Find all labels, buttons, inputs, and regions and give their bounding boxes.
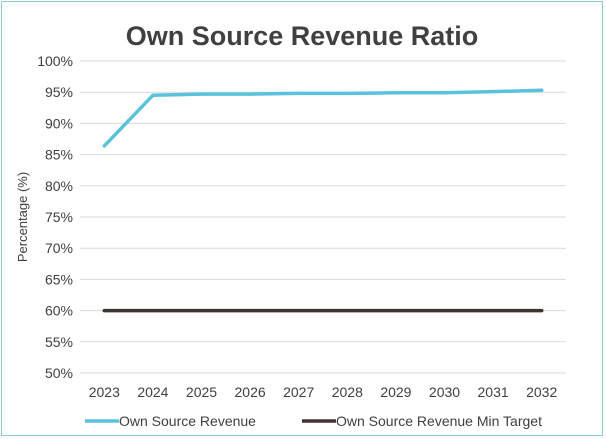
y-tick-label: 50% <box>45 365 73 381</box>
y-tick-label: 95% <box>45 84 73 100</box>
x-tick-label: 2025 <box>186 384 217 400</box>
x-tick-label: 2026 <box>235 384 266 400</box>
y-axis-ticks: 50% 55% 60% 65% 70% 75% 80% 85% 90% 95% 100% <box>37 53 73 381</box>
x-tick-label: 2027 <box>283 384 314 400</box>
x-tick-label: 2024 <box>137 384 168 400</box>
gridlines <box>80 60 566 374</box>
legend: Own Source Revenue Own Source Revenue Min… <box>85 413 542 429</box>
y-tick-label: 60% <box>45 303 73 319</box>
y-tick-label: 90% <box>45 115 73 131</box>
y-tick-label: 100% <box>37 53 73 69</box>
x-tick-label: 2032 <box>526 384 557 400</box>
x-tick-label: 2030 <box>429 384 460 400</box>
chart-title: Own Source Revenue Ratio <box>126 21 479 51</box>
x-axis-ticks: 2023 2024 2025 2026 2027 2028 2029 2030 2031 2032 <box>89 384 558 400</box>
y-tick-label: 85% <box>45 147 73 163</box>
y-axis-label: Percentage (%) <box>15 172 30 262</box>
y-tick-label: 80% <box>45 178 73 194</box>
y-tick-label: 70% <box>45 240 73 256</box>
x-tick-label: 2029 <box>380 384 411 400</box>
x-tick-label: 2023 <box>89 384 120 400</box>
legend-label: Own Source Revenue <box>119 413 256 429</box>
y-tick-label: 65% <box>45 271 73 287</box>
x-tick-label: 2031 <box>478 384 509 400</box>
y-tick-label: 75% <box>45 209 73 225</box>
legend-label: Own Source Revenue Min Target <box>336 413 542 429</box>
series-line-1 <box>102 88 544 148</box>
y-tick-label: 55% <box>45 334 73 350</box>
x-tick-label: 2028 <box>332 384 363 400</box>
series-lines <box>102 88 544 313</box>
